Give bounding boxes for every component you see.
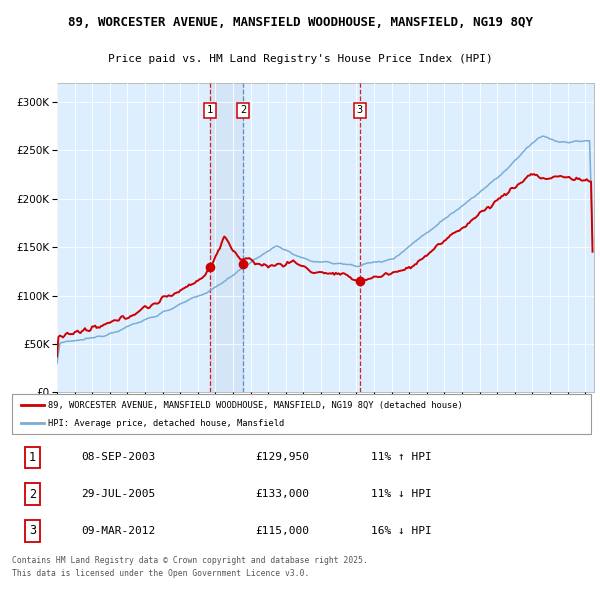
Text: 08-SEP-2003: 08-SEP-2003 xyxy=(82,453,156,463)
Text: 2: 2 xyxy=(240,106,247,116)
Text: £129,950: £129,950 xyxy=(255,453,309,463)
Text: 2: 2 xyxy=(29,487,36,501)
Bar xyxy=(210,83,243,392)
Text: 11% ↓ HPI: 11% ↓ HPI xyxy=(371,489,432,499)
Text: 3: 3 xyxy=(29,525,36,537)
Text: 3: 3 xyxy=(356,106,363,116)
Text: Price paid vs. HM Land Registry's House Price Index (HPI): Price paid vs. HM Land Registry's House … xyxy=(107,54,493,64)
Text: 09-MAR-2012: 09-MAR-2012 xyxy=(82,526,156,536)
Text: 1: 1 xyxy=(207,106,213,116)
Text: 89, WORCESTER AVENUE, MANSFIELD WOODHOUSE, MANSFIELD, NG19 8QY (detached house): 89, WORCESTER AVENUE, MANSFIELD WOODHOUS… xyxy=(48,401,463,409)
Text: 16% ↓ HPI: 16% ↓ HPI xyxy=(371,526,432,536)
Text: 1: 1 xyxy=(29,451,36,464)
Text: £133,000: £133,000 xyxy=(255,489,309,499)
Text: Contains HM Land Registry data © Crown copyright and database right 2025.
This d: Contains HM Land Registry data © Crown c… xyxy=(12,556,368,578)
Text: 29-JUL-2005: 29-JUL-2005 xyxy=(82,489,156,499)
Text: HPI: Average price, detached house, Mansfield: HPI: Average price, detached house, Mans… xyxy=(48,419,284,428)
Text: 11% ↑ HPI: 11% ↑ HPI xyxy=(371,453,432,463)
Text: £115,000: £115,000 xyxy=(255,526,309,536)
Text: 89, WORCESTER AVENUE, MANSFIELD WOODHOUSE, MANSFIELD, NG19 8QY: 89, WORCESTER AVENUE, MANSFIELD WOODHOUS… xyxy=(67,16,533,29)
